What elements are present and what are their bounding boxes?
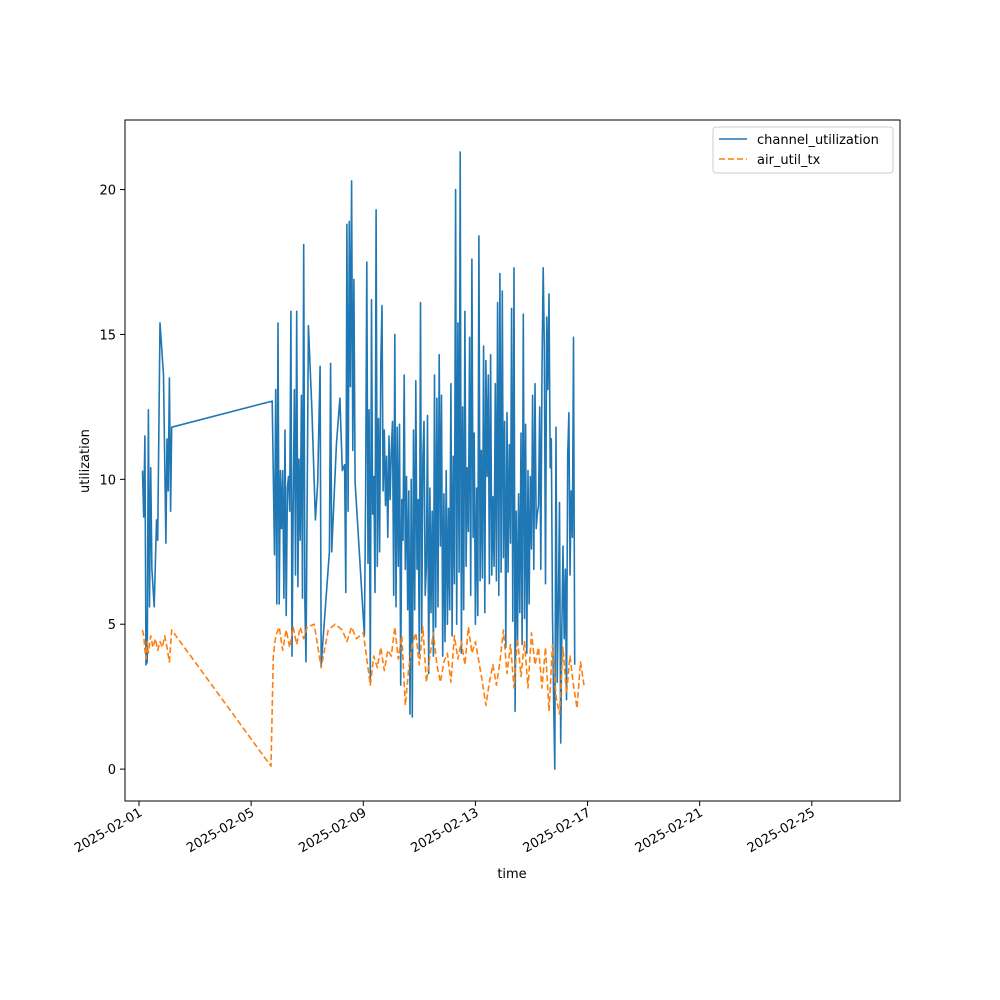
y-axis-ticks: 0 5 10 15 20 — [99, 184, 125, 778]
series-line-air-util-tx — [141, 623, 585, 767]
series-layer — [141, 151, 585, 770]
legend-box — [712, 126, 894, 174]
series-line-channel-utilization — [141, 151, 576, 770]
y-tick-label: 10 — [99, 473, 116, 488]
y-axis-label: utilization — [78, 429, 93, 493]
legend-label-channel-utilization: channel_utilization — [757, 133, 879, 148]
x-axis-label: time — [497, 867, 526, 882]
y-tick-label: 0 — [108, 763, 116, 778]
plot-frame — [124, 119, 901, 802]
y-tick-label: 15 — [99, 328, 116, 343]
legend-label-air-util-tx: air_util_tx — [757, 153, 821, 168]
y-tick-label: 5 — [108, 618, 116, 633]
legend: channel_utilization air_util_tx — [712, 126, 894, 174]
y-tick-label: 20 — [99, 184, 116, 199]
